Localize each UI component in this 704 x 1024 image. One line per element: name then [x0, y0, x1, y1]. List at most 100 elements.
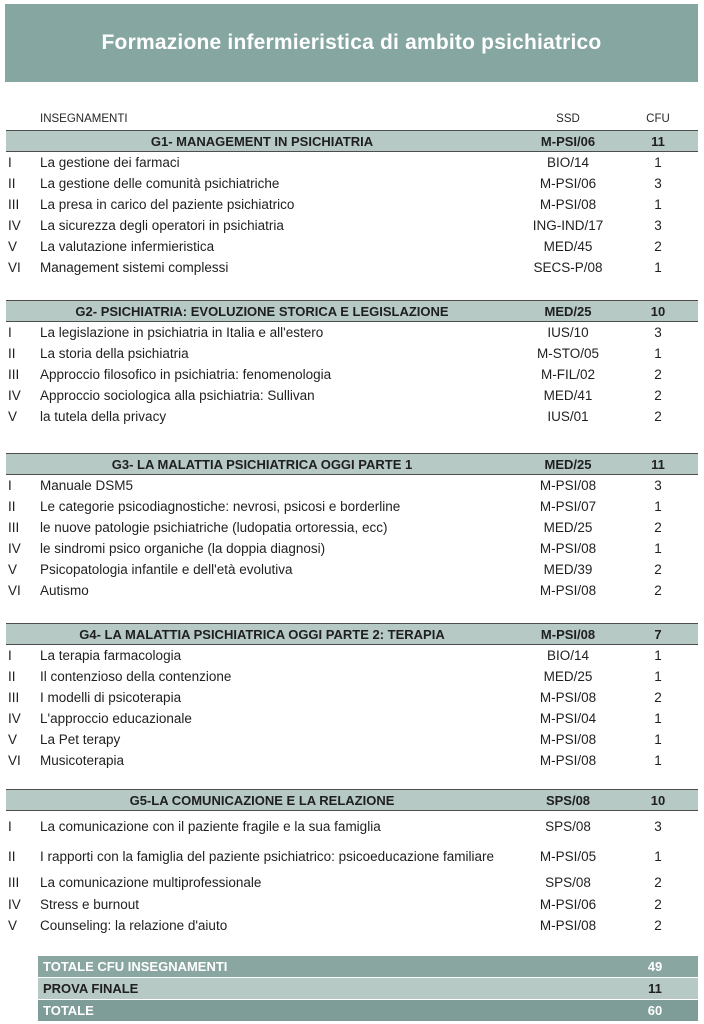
page-title: Formazione infermieristica di ambito psi…	[101, 31, 602, 54]
group-title: G3- LA MALATTIA PSICHIATRICA OGGI PARTE …	[111, 456, 413, 472]
course-name: I rapporti con la famiglia del paziente …	[40, 848, 494, 864]
total-label: TOTALE CFU INSEGNAMENTI	[43, 959, 228, 974]
course-row: I Manuale DSM5 M-PSI/08 3	[6, 475, 698, 496]
course-cfu: 2	[654, 388, 662, 403]
course-name: La valutazione infermieristica	[40, 239, 215, 254]
course-ssd: SECS-P/08	[533, 260, 603, 275]
course-cfu: 1	[654, 848, 662, 864]
course-name: La sicurezza degli operatori in psichiat…	[40, 218, 284, 233]
course-index: I	[8, 648, 12, 663]
course-name: Psicopatologia infantile e dell'età evol…	[40, 562, 293, 577]
course-cfu: 2	[654, 875, 662, 890]
group-rows: I La comunicazione con il paziente fragi…	[6, 811, 698, 936]
group-header-row: G3- LA MALATTIA PSICHIATRICA OGGI PARTE …	[6, 453, 698, 475]
course-index: V	[8, 562, 18, 577]
course-row: V Counseling: la relazione d'aiuto M-PSI…	[6, 915, 698, 936]
course-ssd: MED/25	[543, 669, 593, 684]
course-name: La gestione dei farmaci	[40, 155, 180, 170]
course-index: VI	[8, 260, 21, 275]
course-cfu: 2	[654, 239, 662, 254]
course-ssd: M-PSI/06	[539, 176, 597, 191]
course-name: La Pet terapy	[40, 732, 121, 747]
course-cfu: 1	[654, 753, 662, 768]
group-ssd: SPS/08	[545, 792, 591, 808]
total-label: TOTALE	[43, 1003, 94, 1018]
course-row: IV le sindromi psico organiche (la doppi…	[6, 538, 698, 559]
group-cfu: 11	[651, 133, 665, 149]
course-ssd: IUS/10	[547, 325, 589, 340]
group-ssd: M-PSI/08	[540, 626, 596, 642]
course-cfu: 1	[654, 499, 662, 514]
course-name: Counseling: la relazione d'aiuto	[40, 918, 228, 933]
course-ssd: M-PSI/05	[539, 848, 597, 864]
course-ssd: M-FIL/02	[540, 367, 595, 382]
total-value: 11	[648, 981, 662, 996]
course-name: L'approccio educazionale	[40, 711, 192, 726]
course-name: La legislazione in psichiatria in Italia…	[40, 325, 324, 340]
course-index: VI	[8, 583, 21, 598]
course-ssd: BIO/14	[546, 648, 590, 663]
course-cfu: 2	[654, 520, 662, 535]
course-index: III	[8, 875, 20, 890]
course-row: II La storia della psichiatria M-STO/05 …	[6, 343, 698, 364]
course-row: I La gestione dei farmaci BIO/14 1	[6, 152, 698, 173]
course-index: III	[8, 367, 20, 382]
course-cfu: 3	[654, 325, 662, 340]
group-ssd: MED/25	[544, 456, 592, 472]
group-header-row: G4- LA MALATTIA PSICHIATRICA OGGI PARTE …	[6, 623, 698, 645]
course-name: Manuale DSM5	[40, 478, 134, 493]
course-cfu: 1	[654, 711, 662, 726]
course-row: III La comunicazione multiprofessionale …	[6, 871, 698, 894]
group-cfu: 11	[651, 456, 665, 472]
course-index: V	[8, 409, 18, 424]
course-row: VI Musicoterapia M-PSI/08 1	[6, 750, 698, 771]
course-row: V La Pet terapy M-PSI/08 1	[6, 729, 698, 750]
course-name: Approccio filosofico in psichiatria: fen…	[40, 367, 332, 382]
course-index: IV	[8, 218, 21, 233]
course-ssd: M-PSI/08	[539, 690, 597, 705]
course-row: III le nuove patologie psichiatriche (lu…	[6, 517, 698, 538]
course-ssd: M-PSI/04	[539, 711, 597, 726]
total-value: 49	[647, 959, 663, 974]
course-name: La comunicazione multiprofessionale	[40, 875, 262, 890]
course-index: IV	[8, 711, 21, 726]
course-cfu: 1	[654, 669, 662, 684]
course-name: Management sistemi complessi	[40, 260, 229, 275]
course-cfu: 2	[654, 918, 662, 933]
course-cfu: 1	[654, 648, 662, 663]
course-index: III	[8, 197, 20, 212]
course-cfu: 3	[654, 818, 662, 834]
total-row: TOTALE CFU INSEGNAMENTI 49	[38, 956, 698, 977]
course-index: V	[8, 239, 18, 254]
course-row: IV L'approccio educazionale M-PSI/04 1	[6, 708, 698, 729]
course-name: La gestione delle comunità psichiatriche	[40, 176, 280, 191]
course-row: IV Approccio sociologica alla psichiatri…	[6, 385, 698, 406]
course-cfu: 1	[654, 155, 662, 170]
course-index: III	[8, 690, 20, 705]
course-index: II	[8, 346, 16, 361]
course-ssd: M-PSI/08	[539, 478, 597, 493]
course-name: Autismo	[40, 583, 89, 598]
course-cfu: 3	[654, 478, 662, 493]
course-row: II Le categorie psicodiagnostiche: nevro…	[6, 496, 698, 517]
course-row: II Il contenzioso della contenzione MED/…	[6, 666, 698, 687]
course-index: I	[8, 155, 12, 170]
course-row: V la tutela della privacy IUS/01 2	[6, 406, 698, 427]
course-index: VI	[8, 753, 21, 768]
course-cfu: 1	[654, 197, 662, 212]
course-cfu: 2	[654, 690, 662, 705]
course-row: I La legislazione in psichiatria in Ital…	[6, 322, 698, 343]
course-cfu: 2	[654, 367, 662, 382]
course-ssd: MED/41	[543, 388, 593, 403]
course-index: V	[8, 918, 18, 933]
course-cfu: 3	[654, 218, 662, 233]
group-cfu: 10	[650, 303, 666, 319]
total-row: PROVA FINALE 11	[38, 978, 698, 999]
course-index: IV	[8, 388, 21, 403]
group-header-row: G5-LA COMUNICAZIONE E LA RELAZIONE SPS/0…	[6, 789, 698, 811]
total-label: PROVA FINALE	[43, 981, 139, 996]
course-cfu: 2	[654, 583, 662, 598]
total-row: TOTALE 60	[38, 1000, 698, 1021]
group-rows: I La terapia farmacologia BIO/14 1 II Il…	[6, 645, 698, 771]
course-ssd: M-PSI/08	[539, 541, 597, 556]
